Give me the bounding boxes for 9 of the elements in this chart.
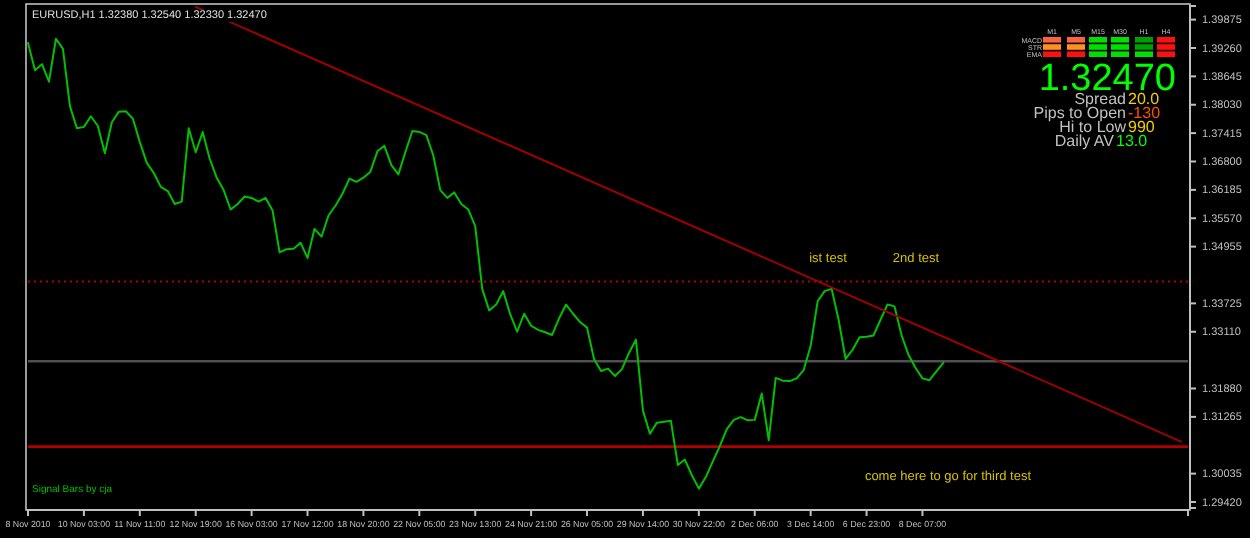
annotation: 990: [1128, 118, 1156, 136]
annotation: -130: [1128, 104, 1162, 122]
annotation: 13.0: [1116, 132, 1149, 150]
annotation: Spread: [1074, 90, 1126, 108]
annotation: Daily AV: [1054, 132, 1116, 150]
annotation: Pips to Open: [1033, 104, 1126, 122]
annotation: Hi to Low: [1059, 118, 1127, 136]
annotation: 20.0: [1128, 90, 1161, 108]
line-series: [27, 37, 945, 490]
